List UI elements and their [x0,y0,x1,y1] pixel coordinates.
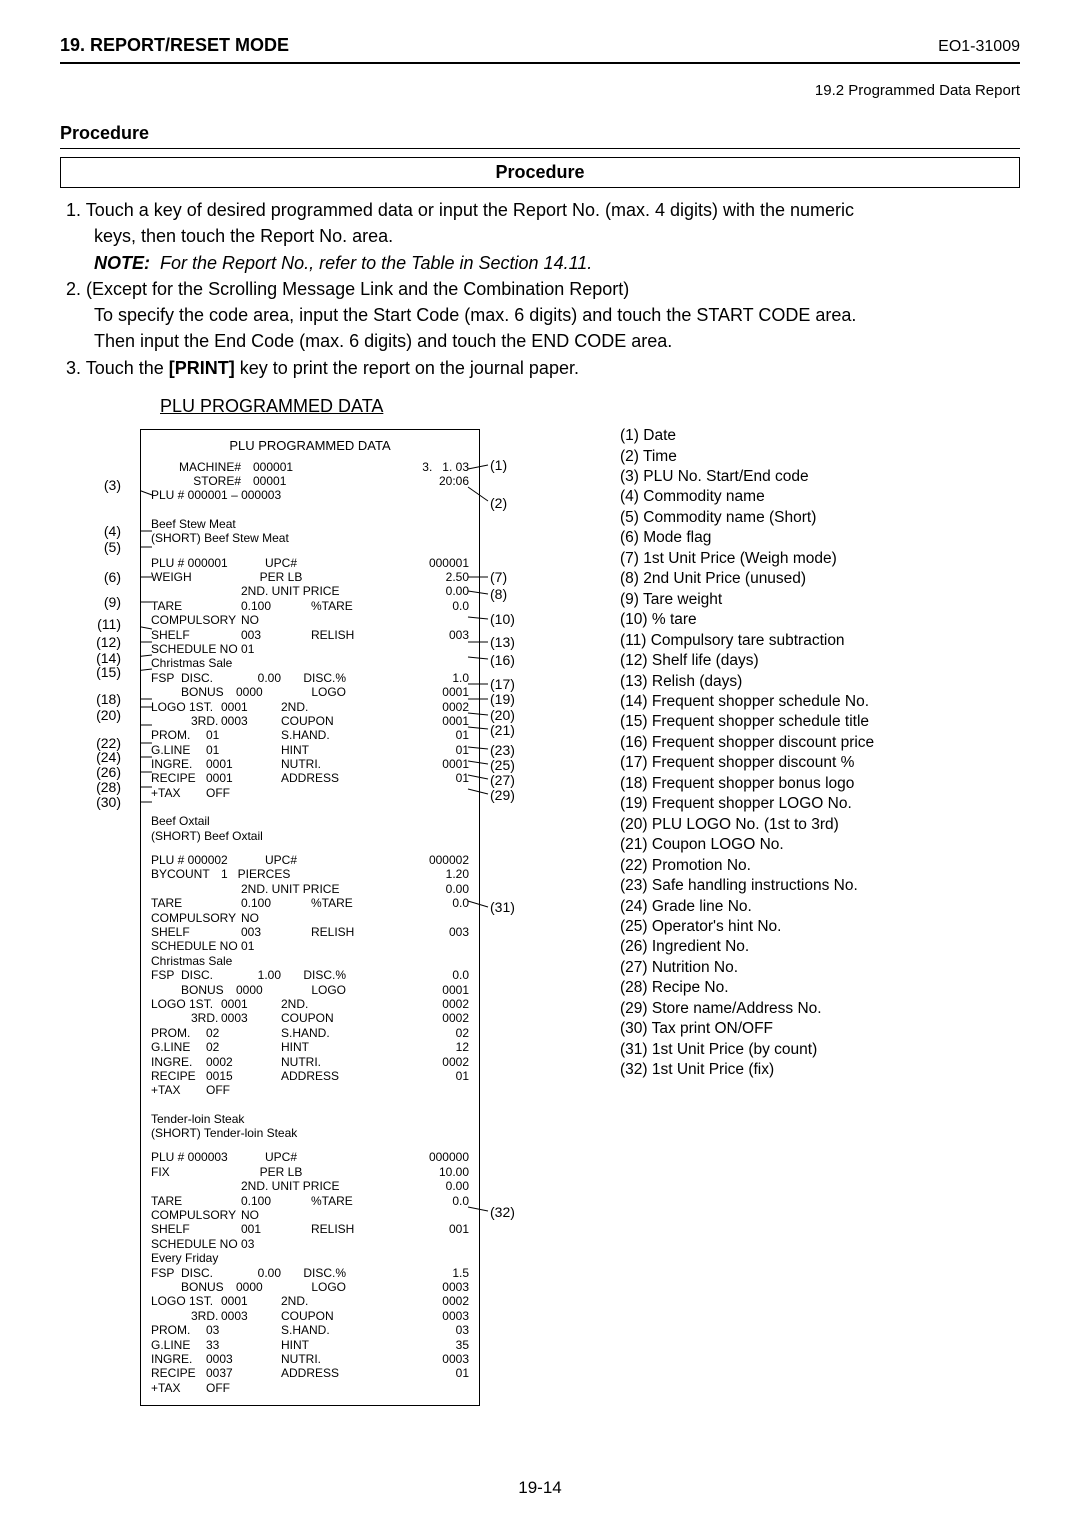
legend-item: (23) Safe handling instructions No. [620,876,1020,896]
legend-item: (5) Commodity name (Short) [620,508,1020,528]
callout-25: (25) [490,757,545,773]
page: 19. REPORT/RESET MODE EO1-31009 19.2 Pro… [0,0,1080,1528]
callout-28: (28) [66,779,121,795]
page-header: 19. REPORT/RESET MODE EO1-31009 [60,35,1020,56]
legend-item: (7) 1st Unit Price (Weigh mode) [620,549,1020,569]
legend-item: (25) Operator's hint No. [620,917,1020,937]
legend-item: (16) Frequent shopper discount price [620,733,1020,753]
callout-12: (12) [66,634,121,650]
plu-block-1: Beef Stew Meat (SHORT) Beef Stew Meat PL… [151,517,469,800]
procedure-body: 1. Touch a key of desired programmed dat… [60,198,1020,380]
legend-item: (18) Frequent shopper bonus logo [620,774,1020,794]
receipt: PLU PROGRAMMED DATA MACHINE# 000001 3. 1… [140,429,480,1406]
receipt-title: PLU PROGRAMMED DATA [151,438,469,454]
step-2b: To specify the code area, input the Star… [66,303,1020,327]
step-1-note: NOTE: For the Report No., refer to the T… [66,251,1020,275]
receipt-column: PLU PROGRAMMED DATA (3) (4) (5) (6) (9) … [60,396,600,1406]
callout-31: (31) [490,899,545,915]
callout-21: (21) [490,722,545,738]
legend-item: (13) Relish (days) [620,672,1020,692]
callout-1: (1) [490,457,545,473]
section-heading: Procedure [60,123,1020,144]
callout-6: (6) [66,569,121,585]
header-code: EO1-31009 [938,38,1020,56]
callout-15: (15) [66,664,121,680]
callout-3: (3) [66,477,121,493]
subheader: 19.2 Programmed Data Report [60,82,1020,99]
callout-9: (9) [66,594,121,610]
step-3: 3. Touch the [PRINT] key to print the re… [66,356,1020,380]
legend-item: (9) Tare weight [620,590,1020,610]
section-rule [60,148,1020,149]
step-1b: keys, then touch the Report No. area. [66,224,1020,248]
receipt-wrap: (3) (4) (5) (6) (9) (11) (12) (14) (15) … [140,429,600,1406]
callout-10: (10) [490,611,545,627]
callout-11 data-bind=: (11) [66,616,121,632]
note-label: NOTE: [94,253,150,273]
receipt-row: STORE# 00001 20:06 [151,474,469,488]
callout-29: (29) [490,787,545,803]
legend-item: (12) Shelf life (days) [620,651,1020,671]
callout-4: (4) [66,523,121,539]
callout-26: (26) [66,764,121,780]
legend-item: (3) PLU No. Start/End code [620,467,1020,487]
legend-item: (29) Store name/Address No. [620,999,1020,1019]
callout-7: (7) [490,569,545,585]
legend-column: (1) Date (2) Time (3) PLU No. Start/End … [620,396,1020,1406]
header-title: 19. REPORT/RESET MODE [60,35,289,56]
legend-item: (22) Promotion No. [620,856,1020,876]
header-rule [60,62,1020,64]
legend-item: (6) Mode flag [620,528,1020,548]
legend-item: (28) Recipe No. [620,978,1020,998]
procedure-box: Procedure [60,157,1020,188]
step-2: 2. (Except for the Scrolling Message Lin… [66,277,1020,301]
legend-item: (14) Frequent shopper schedule No. [620,692,1020,712]
legend-item: (17) Frequent shopper discount % [620,753,1020,773]
plu-block-2: Beef Oxtail (SHORT) Beef Oxtail PLU # 00… [151,814,469,1097]
callout-5: (5) [66,539,121,555]
callout-32: (32) [490,1204,545,1220]
callout-23: (23) [490,742,545,758]
callout-30: (30) [66,794,121,810]
callout-2: (2) [490,495,545,511]
callout-8: (8) [490,586,545,602]
legend-item: (24) Grade line No. [620,897,1020,917]
callout-24: (24) [66,749,121,765]
plu-block-3: Tender-loin Steak (SHORT) Tender-loin St… [151,1112,469,1395]
callout-20: (20) [66,707,121,723]
legend-item: (1) Date [620,426,1020,446]
receipt-row: PLU # 000001 – 000003 [151,488,469,502]
legend-item: (8) 2nd Unit Price (unused) [620,569,1020,589]
callout-18: (18) [66,691,121,707]
legend-item: (2) Time [620,447,1020,467]
legend-item: (31) 1st Unit Price (by count) [620,1040,1020,1060]
legend-item: (10) % tare [620,610,1020,630]
step-2c: Then input the End Code (max. 6 digits) … [66,329,1020,353]
receipt-row: MACHINE# 000001 3. 1. 03 [151,460,469,474]
main-layout: PLU PROGRAMMED DATA (3) (4) (5) (6) (9) … [60,396,1020,1406]
callout-16: (16) [490,652,545,668]
receipt-heading: PLU PROGRAMMED DATA [160,396,600,417]
legend-item: (11) Compulsory tare subtraction [620,631,1020,651]
legend-item: (4) Commodity name [620,487,1020,507]
note-text: For the Report No., refer to the Table i… [160,253,592,273]
callout-20r: (20) [490,707,545,723]
legend-item: (26) Ingredient No. [620,937,1020,957]
legend-item: (30) Tax print ON/OFF [620,1019,1020,1039]
callout-19: (19) [490,691,545,707]
legend-item: (21) Coupon LOGO No. [620,835,1020,855]
legend-item: (20) PLU LOGO No. (1st to 3rd) [620,815,1020,835]
legend-item: (15) Frequent shopper schedule title [620,712,1020,732]
page-number: 19-14 [0,1478,1080,1498]
callout-27: (27) [490,772,545,788]
callout-17: (17) [490,676,545,692]
legend-item: (32) 1st Unit Price (fix) [620,1060,1020,1080]
callout-13: (13) [490,634,545,650]
legend-item: (27) Nutrition No. [620,958,1020,978]
step-1: 1. Touch a key of desired programmed dat… [66,198,1020,222]
legend-item: (19) Frequent shopper LOGO No. [620,794,1020,814]
